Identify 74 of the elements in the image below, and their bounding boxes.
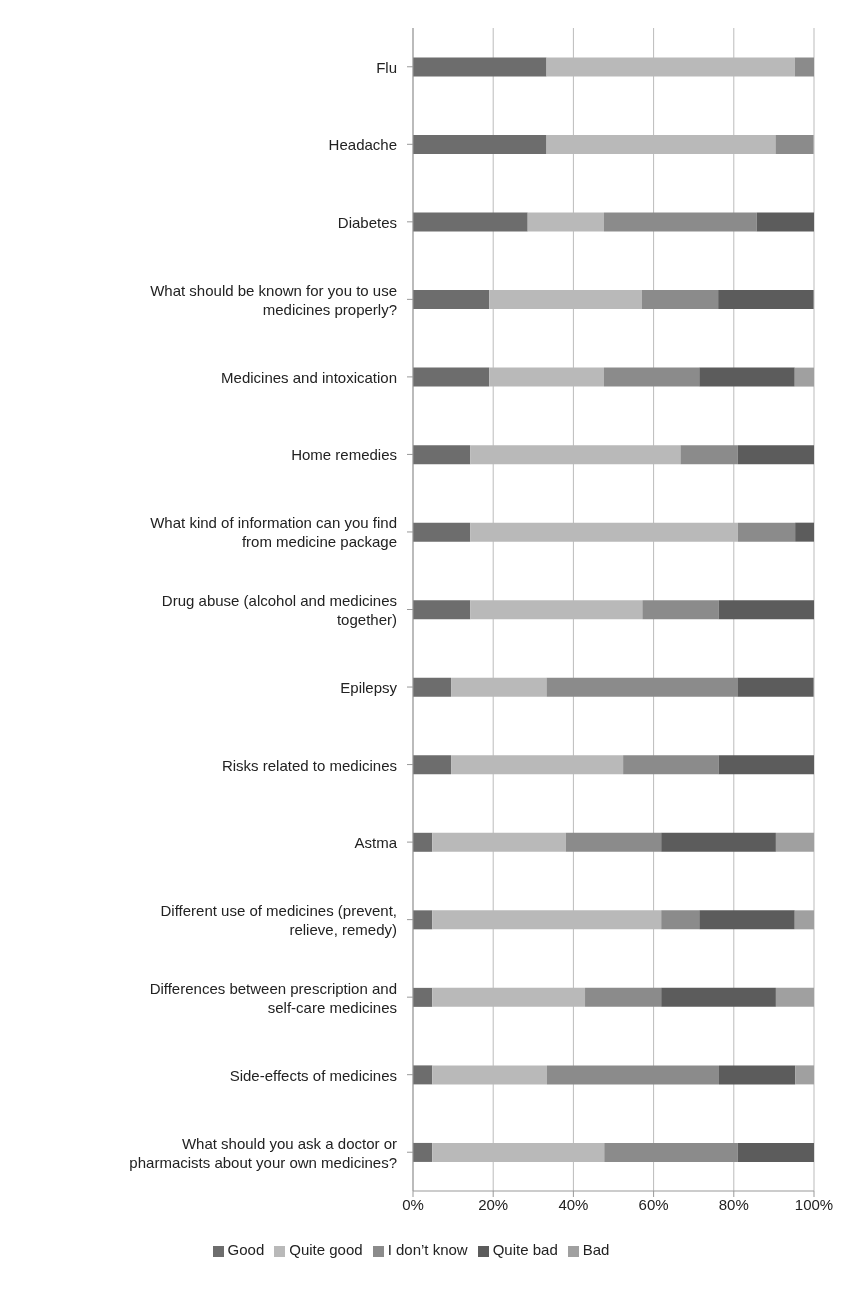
bar <box>795 1065 814 1085</box>
y-tick-label: Drug abuse (alcohol and medicines together) <box>161 591 397 628</box>
y-tick-label: Differences between prescription and self-care medicines <box>149 979 397 1016</box>
bar <box>775 987 814 1007</box>
bar <box>413 677 452 697</box>
bar <box>413 910 433 930</box>
y-tick-label: Risks related to medicines <box>221 756 397 774</box>
y-tick-label: Headache <box>328 135 397 153</box>
bar <box>737 677 814 697</box>
bar <box>413 212 528 232</box>
y-tick-label: Diabetes <box>337 213 397 231</box>
bar <box>623 755 719 775</box>
bar <box>794 910 814 930</box>
y-tick-label: Medicines and intoxication <box>221 368 397 386</box>
bar <box>737 445 814 465</box>
bar <box>642 600 719 620</box>
y-tick-label: Astma <box>354 833 398 851</box>
x-tick-label: 0% <box>402 1195 424 1213</box>
bar <box>795 522 814 542</box>
bar <box>718 290 814 310</box>
y-tick-label: Side-effects of medicines <box>229 1066 397 1084</box>
x-tick-label: 40% <box>558 1195 589 1213</box>
bar <box>413 367 490 387</box>
bar <box>413 1142 433 1162</box>
bar <box>737 522 796 542</box>
x-tick-label: 80% <box>718 1195 749 1213</box>
bar <box>699 910 795 930</box>
bar <box>413 600 471 620</box>
bar <box>413 445 471 465</box>
bar <box>413 57 547 77</box>
bar <box>641 290 719 310</box>
y-tick-label: What kind of information can you find from medicine package <box>150 513 397 550</box>
bar <box>413 135 547 154</box>
x-tick-label: 100% <box>794 1195 834 1213</box>
bar <box>585 987 662 1007</box>
y-tick-label: Epilepsy <box>340 678 398 696</box>
x-tick-label: 60% <box>638 1195 669 1213</box>
y-tick-label: Home remedies <box>291 445 397 463</box>
legend-label: I don’t know <box>387 1241 468 1258</box>
y-tick-label: What should you ask a doctor or pharmacists about your own medicines? <box>129 1134 397 1171</box>
bar <box>718 755 814 775</box>
bar <box>718 1065 796 1085</box>
y-tick-label: What should be known for you to use medicines properly? <box>150 281 397 318</box>
bar <box>775 135 814 154</box>
bar <box>661 987 776 1007</box>
bar <box>737 1142 814 1162</box>
bar <box>565 832 662 852</box>
bar <box>546 1065 719 1085</box>
bar <box>661 910 700 930</box>
legend-label: Bad <box>582 1241 610 1258</box>
bar <box>718 600 814 620</box>
y-tick-label: Flu <box>376 58 397 76</box>
bar <box>699 367 795 387</box>
y-tick-label: Different use of medicines (prevent, relieve, remedy) <box>160 901 397 938</box>
bar <box>775 832 814 852</box>
legend-label: Good <box>227 1241 265 1258</box>
bar <box>604 1142 738 1162</box>
bar <box>413 1065 433 1085</box>
bar <box>413 755 452 775</box>
bar <box>756 212 814 232</box>
bar <box>413 987 433 1007</box>
legend-label: Quite bad <box>492 1241 558 1258</box>
bar <box>413 522 471 542</box>
bar <box>794 57 814 77</box>
bar <box>603 367 700 387</box>
x-tick-label: 20% <box>478 1195 509 1213</box>
bar <box>680 445 738 465</box>
bar <box>661 832 776 852</box>
bar <box>413 832 433 852</box>
bar <box>794 367 814 387</box>
bar <box>546 677 738 697</box>
bar <box>603 212 757 232</box>
legend-label: Quite good <box>289 1241 363 1258</box>
bar <box>413 290 490 310</box>
